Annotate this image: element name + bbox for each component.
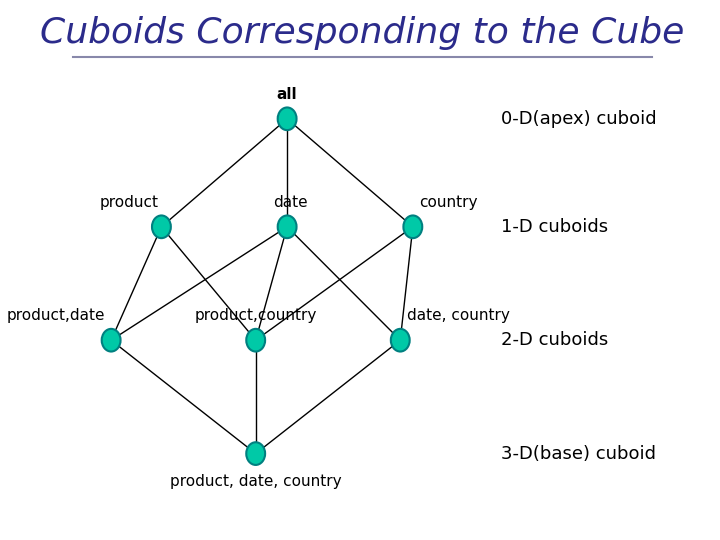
Ellipse shape [102, 329, 120, 352]
Text: 3-D(base) cuboid: 3-D(base) cuboid [501, 444, 656, 463]
Ellipse shape [403, 215, 422, 238]
Text: 1-D cuboids: 1-D cuboids [501, 218, 608, 236]
Ellipse shape [246, 329, 265, 352]
Text: 0-D(apex) cuboid: 0-D(apex) cuboid [501, 110, 657, 128]
Text: product, date, country: product, date, country [170, 474, 341, 489]
Text: country: country [419, 195, 477, 210]
Ellipse shape [246, 442, 265, 465]
Text: date, country: date, country [407, 308, 510, 323]
Text: product,country: product,country [194, 308, 317, 323]
Text: product,date: product,date [6, 308, 105, 323]
Text: date: date [273, 195, 307, 210]
Text: product: product [99, 195, 158, 210]
Text: Cuboids Corresponding to the Cube: Cuboids Corresponding to the Cube [40, 16, 685, 50]
Ellipse shape [278, 107, 297, 130]
Ellipse shape [391, 329, 410, 352]
Ellipse shape [152, 215, 171, 238]
Ellipse shape [278, 215, 297, 238]
Text: all: all [276, 87, 297, 102]
Text: 2-D cuboids: 2-D cuboids [501, 331, 608, 349]
